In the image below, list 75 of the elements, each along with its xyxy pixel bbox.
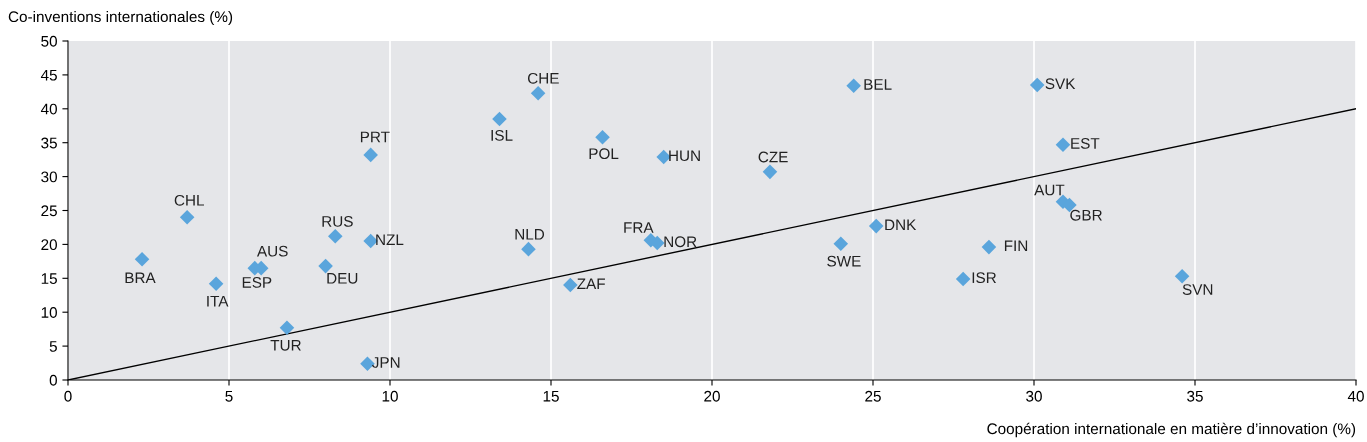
annotation: NZL (376, 234, 404, 245)
x-tick-label: 20 (704, 390, 720, 402)
annotation: ZAF (577, 278, 605, 290)
point (530, 85, 546, 101)
annotation: NOR (664, 236, 697, 248)
y-tick-label: 50 (41, 35, 57, 47)
point (846, 78, 861, 94)
annotation: POL (589, 148, 619, 160)
y-tick-label: 0 (49, 374, 57, 386)
annotation: FRA (624, 222, 654, 233)
annotation: RUS (322, 216, 353, 227)
x-tick-label: 5 (225, 390, 233, 402)
annotation: ISL (491, 129, 513, 141)
annotation: HUN (669, 150, 700, 162)
annotation: DNK (885, 219, 917, 231)
annotation: NLD (515, 229, 545, 240)
point (1174, 268, 1190, 284)
point (1029, 77, 1045, 93)
x-tick-label: 0 (64, 390, 72, 402)
annotation: SVK (1045, 78, 1076, 90)
annotation: AUS (256, 245, 288, 257)
y-tick-label: 35 (41, 137, 57, 149)
annotation: BRA (125, 272, 156, 284)
point (279, 320, 295, 336)
y-tick-label: 40 (40, 103, 57, 115)
annotation: JPN (372, 357, 400, 368)
point (208, 276, 224, 292)
annotation: DEU (327, 273, 358, 284)
point (868, 218, 884, 234)
y-tick-label: 20 (41, 239, 57, 251)
x-axis-title: Coopération internationale en matière d’innovation (%) (987, 422, 1356, 438)
point (762, 164, 778, 180)
point (955, 271, 971, 287)
annotation: ISR (972, 272, 997, 284)
point (363, 147, 378, 163)
annotation: BEL (864, 79, 892, 90)
point (833, 236, 849, 252)
y-axis-title: Co-inventions internationales (%) (8, 10, 233, 26)
point (134, 252, 150, 267)
y-tick-label: 25 (41, 205, 57, 217)
x-tick-label: 10 (382, 390, 398, 402)
point (318, 258, 333, 274)
annotation: SWE (827, 255, 861, 267)
point (1055, 137, 1071, 153)
annotation: CHL (174, 194, 204, 206)
point (179, 210, 195, 225)
x-tick-label: 40 (1347, 390, 1364, 402)
point (327, 228, 343, 244)
y-tick-label: 45 (40, 69, 57, 81)
y-tick-label: 15 (41, 273, 57, 284)
point (563, 277, 578, 293)
annotation: CZE (758, 151, 788, 163)
x-tick-label: 25 (865, 390, 881, 402)
point (492, 111, 507, 127)
annotation: ESP (242, 277, 272, 288)
annotation: FIN (1004, 240, 1028, 252)
point (981, 239, 997, 255)
x-tick-label: 30 (1026, 390, 1042, 402)
annotation: EST (1071, 138, 1100, 149)
annotation: CHE (527, 72, 559, 84)
point (521, 241, 536, 257)
annotation: PRT (360, 131, 390, 143)
x-tick-label: 15 (543, 390, 559, 402)
annotation: SVN (1182, 284, 1213, 295)
point (595, 129, 610, 145)
x-tick-label: 35 (1187, 390, 1203, 402)
annotation: AUT (1034, 184, 1065, 196)
point (656, 149, 671, 165)
y-tick-label: 5 (49, 341, 57, 352)
annotation: TUR (270, 339, 301, 351)
point (363, 233, 378, 249)
y-tick-label: 10 (41, 307, 57, 318)
y-tick-label: 30 (41, 171, 57, 183)
annotation: ITA (207, 295, 229, 307)
annotation: GBR (1070, 209, 1102, 221)
